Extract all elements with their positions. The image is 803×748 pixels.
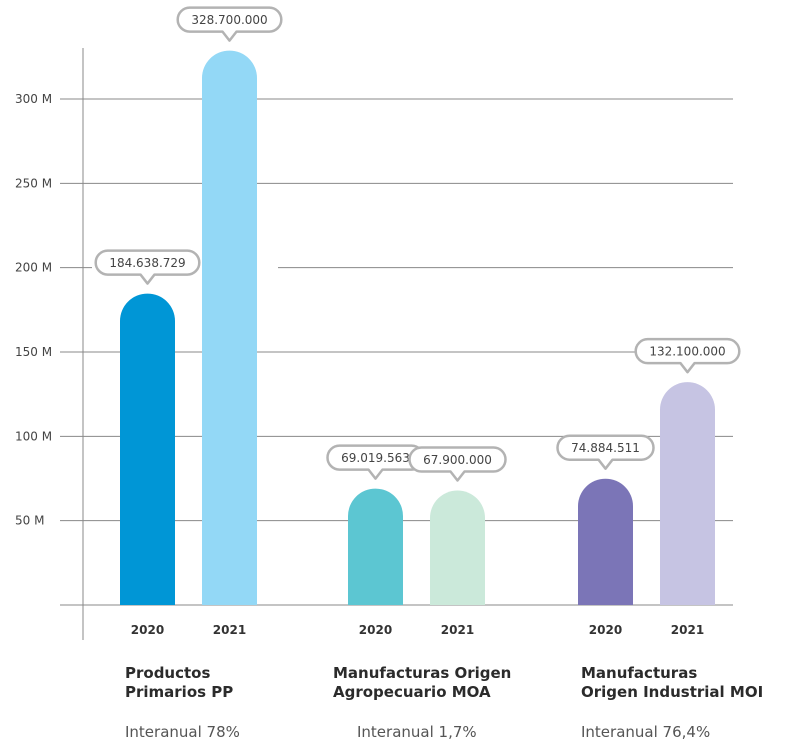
data-label: 74.884.511 xyxy=(571,441,640,455)
group-title-line: Primarios PP xyxy=(125,683,234,701)
value-callout xyxy=(634,337,741,374)
bar xyxy=(348,488,403,605)
x-tick-label: 2020 xyxy=(589,623,622,637)
x-tick-label: 2020 xyxy=(359,623,392,637)
bar xyxy=(430,490,485,605)
data-label: 184.638.729 xyxy=(109,256,185,270)
x-tick-label: 2021 xyxy=(671,623,704,637)
group-title-moi: Manufacturas Origen Industrial MOI xyxy=(581,664,763,702)
y-tick-label: 100 M xyxy=(15,429,52,443)
value-callout xyxy=(94,249,201,285)
data-label: 132.100.000 xyxy=(649,345,725,359)
group-title-line: Manufacturas Origen xyxy=(333,664,512,682)
bar xyxy=(660,382,715,605)
x-tick-label: 2021 xyxy=(213,623,246,637)
y-tick-label: 50 M xyxy=(15,514,44,528)
data-label: 67.900.000 xyxy=(423,453,492,467)
data-label: 69.019.563 xyxy=(341,451,410,465)
x-tick-label: 2021 xyxy=(441,623,474,637)
y-tick-label: 150 M xyxy=(15,345,52,359)
data-label: 328.700.000 xyxy=(191,13,267,27)
y-tick-label: 200 M xyxy=(15,261,52,275)
group-subtitle-pp: Interanual 78% xyxy=(125,723,240,741)
group-title-pp: Productos Primarios PP xyxy=(125,664,233,702)
group-title-moa: Manufacturas Origen Agropecuario MOA xyxy=(333,664,511,702)
group-title-line: Manufacturas xyxy=(581,664,698,682)
group-subtitle-moa: Interanual 1,7% xyxy=(357,723,477,741)
group-subtitle-moi: Interanual 76,4% xyxy=(581,723,711,741)
value-callout xyxy=(176,6,283,42)
y-tick-label: 300 M xyxy=(15,92,52,106)
value-callout xyxy=(556,434,655,470)
bar xyxy=(578,478,633,605)
bar xyxy=(120,293,175,605)
y-tick-label: 250 M xyxy=(15,176,52,190)
x-tick-label: 2020 xyxy=(131,623,164,637)
value-callout xyxy=(408,446,507,482)
bar xyxy=(202,50,257,605)
group-title-line: Agropecuario MOA xyxy=(333,683,491,701)
group-title-line: Origen Industrial MOI xyxy=(581,683,764,701)
group-title-line: Productos xyxy=(125,664,211,682)
